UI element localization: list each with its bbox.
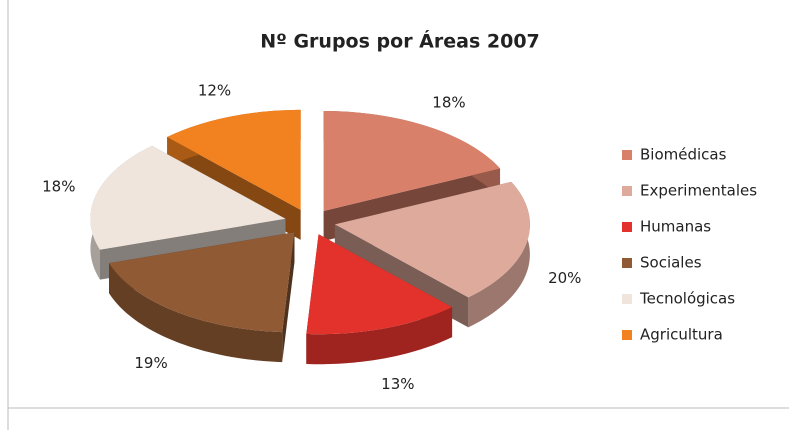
legend-swatch — [622, 222, 632, 232]
legend-label: Humanas — [640, 218, 711, 236]
legend-swatch — [622, 150, 632, 160]
slice-wall — [109, 263, 283, 363]
slice-side — [282, 232, 295, 363]
slice-wall — [468, 181, 530, 328]
data-label: 12% — [198, 81, 231, 99]
slice-top — [109, 232, 295, 333]
slice — [109, 232, 295, 363]
slice-top — [334, 181, 530, 298]
data-label: 18% — [432, 93, 465, 111]
slice-top — [323, 111, 501, 212]
data-label: 18% — [42, 177, 75, 195]
chart-title: Nº Grupos por Áreas 2007 — [260, 30, 540, 53]
slice-top — [90, 145, 286, 250]
slice — [306, 234, 453, 365]
slice-wall — [306, 307, 453, 365]
legend-swatch — [622, 294, 632, 304]
legend-label: Tecnológicas — [639, 290, 735, 308]
slice-top — [306, 234, 453, 335]
data-label: 20% — [548, 269, 581, 287]
legend-swatch — [622, 258, 632, 268]
legend-label: Experimentales — [640, 182, 757, 200]
legend-label: Sociales — [640, 254, 702, 272]
legend-label: Biomédicas — [640, 146, 727, 164]
data-label: 13% — [381, 375, 414, 393]
legend-swatch — [622, 330, 632, 340]
slice-top — [167, 109, 301, 210]
data-label: 19% — [134, 354, 167, 372]
legend-swatch — [622, 186, 632, 196]
legend-label: Agricultura — [640, 326, 723, 344]
